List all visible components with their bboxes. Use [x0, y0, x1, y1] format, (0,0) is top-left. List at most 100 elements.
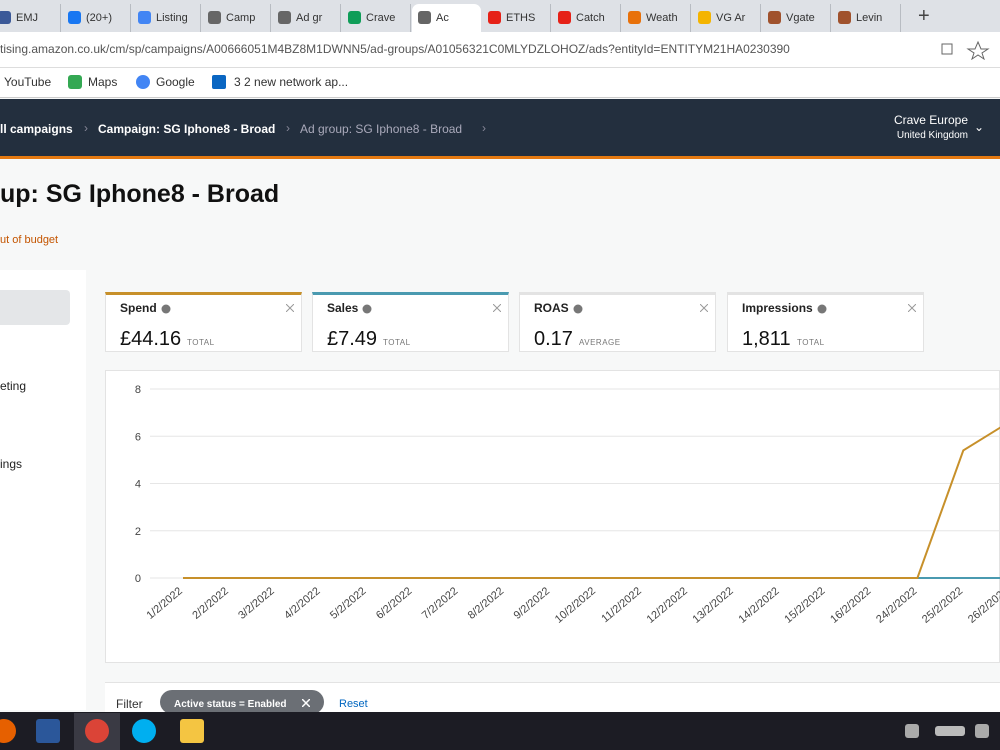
reset-link[interactable]: Reset — [339, 698, 368, 710]
tab-icon — [488, 11, 501, 24]
x-tick-label: 24/2/2022 — [874, 585, 919, 626]
taskbar-icon[interactable] — [36, 719, 60, 743]
chip-close[interactable] — [302, 699, 310, 707]
browser-tab[interactable]: ETHS — [482, 4, 551, 32]
tab-title: Listing — [156, 12, 188, 24]
tab-icon — [698, 11, 711, 24]
browser-tab[interactable]: Camp — [202, 4, 271, 32]
x-tick-label: 1/2/2022 — [144, 585, 185, 622]
taskbar-icon[interactable] — [0, 719, 16, 743]
browser-tab[interactable]: Ac — [412, 4, 481, 32]
taskbar — [0, 712, 1000, 750]
metric-value: £7.49 — [327, 328, 378, 350]
metric-card[interactable]: Impressions 1,811 TOTAL — [727, 292, 924, 352]
account-name[interactable]: Crave Europe — [893, 113, 968, 127]
sidebar-selected[interactable] — [0, 290, 70, 325]
bookmark[interactable]: YouTube — [4, 75, 52, 89]
icon[interactable] — [941, 43, 953, 55]
bookmark-label: Maps — [88, 75, 118, 89]
x-tick-label: 10/2/2022 — [553, 585, 598, 626]
x-tick-label: 4/2/2022 — [282, 585, 323, 622]
bookmark-label: Google — [156, 75, 195, 89]
breadcrumb: Ad group: SG Iphone8 - Broad — [300, 122, 463, 136]
tab-title: EMJ — [16, 12, 38, 24]
metric-card[interactable]: ROAS 0.17 AVERAGE — [519, 292, 716, 352]
tab-icon — [0, 11, 11, 24]
browser-tab[interactable]: Weath — [622, 4, 691, 32]
tab-title: Levin — [856, 12, 883, 24]
bookmark-label: 3 2 new network ap... — [234, 75, 349, 89]
filter-chip[interactable] — [160, 690, 324, 714]
x-tick-label: 14/2/2022 — [736, 585, 781, 626]
tab-icon — [628, 11, 641, 24]
browser-tab[interactable]: Catch — [552, 4, 621, 32]
browser-tab[interactable]: (20+) — [62, 4, 131, 32]
bookmarks-bar — [0, 68, 1000, 98]
tray-icon[interactable] — [905, 724, 919, 738]
x-tick-label: 11/2/2022 — [599, 585, 644, 625]
account-region[interactable]: United Kingdom — [896, 130, 968, 141]
x-tick-label: 12/2/2022 — [645, 585, 690, 626]
close-icon[interactable] — [286, 304, 294, 312]
tab-icon — [278, 11, 291, 24]
tab-icon — [768, 11, 781, 24]
taskbar-icon[interactable] — [85, 719, 109, 743]
close-icon[interactable] — [700, 304, 708, 312]
metric-value: £44.16 — [120, 328, 182, 350]
browser-tab[interactable]: VG Ar — [692, 4, 761, 32]
breadcrumb-separator: › — [482, 121, 486, 135]
tray-icon[interactable] — [975, 724, 989, 738]
tray-icon[interactable] — [935, 726, 965, 736]
sidebar-item[interactable]: eting — [0, 379, 27, 393]
tab-title: Catch — [576, 12, 605, 24]
metric-unit: TOTAL — [187, 338, 215, 347]
tab-icon — [418, 11, 431, 24]
browser-tab[interactable]: Ad gr — [272, 4, 341, 32]
account-caret[interactable]: ⌄ — [974, 120, 985, 134]
bookmark[interactable]: 3 2 new network ap... — [212, 75, 348, 89]
metric-unit: TOTAL — [797, 338, 825, 347]
browser-tab[interactable]: Vgate — [762, 4, 831, 32]
taskbar-icon[interactable] — [180, 719, 204, 743]
taskbar-icon[interactable] — [132, 719, 156, 743]
y-tick-label: 2 — [135, 526, 141, 538]
address-bar[interactable] — [0, 32, 1000, 68]
close-icon[interactable] — [908, 304, 916, 312]
browser-tab[interactable]: Levin — [832, 4, 901, 32]
browser-tab[interactable]: Listing — [132, 4, 201, 32]
bookmark[interactable]: Google — [136, 75, 195, 89]
new-tab-button[interactable]: + — [918, 5, 930, 27]
bookmark[interactable]: Maps — [68, 75, 117, 89]
tab-icon — [558, 11, 571, 24]
tab-icon — [68, 11, 81, 24]
url[interactable]: tising.amazon.co.uk/cm/sp/campaigns/A006… — [0, 42, 790, 56]
metric-label: Impressions — [742, 301, 813, 315]
tab-title: Crave — [366, 12, 396, 24]
info-circle — [362, 304, 372, 314]
star-icon[interactable] — [966, 40, 990, 60]
metric-card[interactable]: Sales £7.49 TOTAL — [312, 292, 509, 352]
x-tick-label: 5/2/2022 — [328, 585, 369, 622]
tab-icon — [138, 11, 151, 24]
browser-tab[interactable]: Crave — [342, 4, 411, 32]
breadcrumb[interactable]: ll campaigns — [0, 122, 73, 136]
address-icons — [941, 40, 990, 60]
metric-card[interactable]: Spend £44.16 TOTAL — [105, 292, 302, 352]
tab-title: (20+) — [86, 12, 112, 24]
filter-chip-text: Active status = Enabled — [174, 699, 287, 710]
info-circle — [573, 304, 583, 314]
tab-bar: EMJ (20+) Listing Camp Ad gr Crave Ac ETHS Catch… — [0, 0, 1000, 32]
y-tick-label: 0 — [135, 573, 141, 585]
browser-tab[interactable]: EMJ — [0, 4, 61, 32]
x-tick-label: 7/2/2022 — [420, 585, 461, 622]
breadcrumb[interactable]: Campaign: SG Iphone8 - Broad — [98, 122, 276, 136]
sidebar-item[interactable]: ings — [0, 457, 23, 471]
close-icon[interactable] — [493, 304, 501, 312]
metric-unit: TOTAL — [383, 338, 411, 347]
tab-title: Ac — [436, 12, 449, 24]
x-tick-label: 16/2/2022 — [828, 585, 873, 626]
tab-icon — [348, 11, 361, 24]
tab-title: ETHS — [506, 12, 536, 24]
